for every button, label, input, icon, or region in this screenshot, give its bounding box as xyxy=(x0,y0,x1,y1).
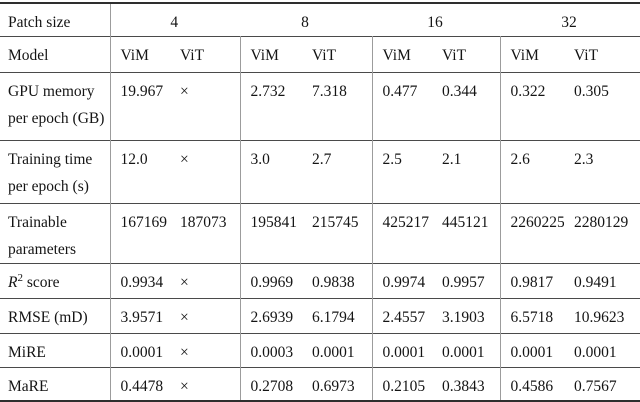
table-cell: 6.5718 xyxy=(499,298,564,334)
table-cell: 0.4586 xyxy=(499,367,564,401)
table-cell: 0.344 xyxy=(442,83,477,100)
model-header-row: Model ViM ViT ViM ViT ViM ViT ViM ViT xyxy=(0,36,640,73)
table-cell: 0.477 xyxy=(371,72,432,141)
table-cell: 2.4557 xyxy=(371,298,432,334)
model-label: Model xyxy=(8,47,49,64)
model-name: ViM xyxy=(371,36,432,73)
patch-size-value: 4 xyxy=(109,3,240,37)
r2-score-row: R2 score 0.9934 × 0.9969 0.9838 0.9974 0… xyxy=(0,263,640,299)
table-cell: 425217 xyxy=(371,203,432,264)
table-cell: 0.0001 xyxy=(109,333,170,368)
table-cell: × xyxy=(180,151,189,168)
table-cell: 0.305 xyxy=(574,83,609,100)
table-cell: × xyxy=(180,274,189,291)
table-cell: 0.9974 xyxy=(371,263,432,299)
table-cell: 0.6973 xyxy=(312,378,355,395)
table-cell: 2.6939 xyxy=(239,298,302,334)
trainable-parameters-row-label: Trainable parameters xyxy=(8,214,76,258)
table-cell: × xyxy=(180,378,189,395)
table-cell: 0.2708 xyxy=(239,367,302,401)
patch-size-value: 8 xyxy=(301,14,309,31)
table-cell: 19.967 xyxy=(109,72,170,141)
table-cell: 3.0 xyxy=(239,140,302,204)
r2-label-rest: score xyxy=(22,274,60,291)
table-cell: 2.7 xyxy=(312,151,332,168)
table-cell: 0.9817 xyxy=(499,263,564,299)
table-cell: 3.9571 xyxy=(109,298,170,334)
rmse-row: RMSE (mD) 3.9571 × 2.6939 6.1794 2.4557 … xyxy=(0,298,640,334)
model-name: ViT xyxy=(180,47,205,64)
mire-row-label: MiRE xyxy=(8,344,46,361)
table-cell: 0.9957 xyxy=(442,274,485,291)
table-cell: 2.1 xyxy=(442,151,462,168)
mire-row: MiRE 0.0001 × 0.0003 0.0001 0.0001 0.000… xyxy=(0,333,640,368)
table-cell: 3.1903 xyxy=(442,309,485,326)
table-cell: 445121 xyxy=(442,214,489,231)
training-time-row: Training time per epoch (s) 12.0 × 3.0 2… xyxy=(0,140,640,204)
mare-row: MaRE 0.4478 × 0.2708 0.6973 0.2105 0.384… xyxy=(0,367,640,401)
table-cell: 187073 xyxy=(180,214,227,231)
table-cell: 2.732 xyxy=(239,72,302,141)
table-cell: 0.4478 xyxy=(109,367,170,401)
table-cell: 12.0 xyxy=(109,140,170,204)
rmse-row-label: RMSE (mD) xyxy=(8,309,88,326)
trainable-parameters-row: Trainable parameters 167169 187073 19584… xyxy=(0,203,640,264)
r2-symbol: R xyxy=(8,274,18,291)
gpu-memory-row: GPU memory per epoch (GB) 19.967 × 2.732… xyxy=(0,72,640,141)
patch-size-row: Patch size 4 8 16 32 xyxy=(0,3,640,37)
table-cell: 2.3 xyxy=(574,151,594,168)
r2-score-row-label: R2 score xyxy=(0,264,110,299)
mare-row-label: MaRE xyxy=(8,378,49,395)
model-name: ViT xyxy=(442,47,467,64)
r2-superscript: 2 xyxy=(17,271,23,284)
table-cell: 2260225 xyxy=(499,203,564,264)
table-cell: 0.3843 xyxy=(442,378,485,395)
table-cell: 2.5 xyxy=(371,140,432,204)
gpu-memory-row-label: GPU memory per epoch (GB) xyxy=(8,83,105,127)
training-time-row-label: Training time per epoch (s) xyxy=(8,151,93,195)
model-name: ViT xyxy=(574,47,599,64)
table-cell: 195841 xyxy=(239,203,302,264)
patch-size-value: 16 xyxy=(427,14,443,31)
table-cell: 7.318 xyxy=(312,83,347,100)
table-cell: 0.322 xyxy=(499,72,564,141)
table-cell: 0.0001 xyxy=(442,344,485,361)
table-cell: 0.9838 xyxy=(312,274,355,291)
table-cell: × xyxy=(180,344,189,361)
model-name: ViM xyxy=(239,36,302,73)
table-cell: 0.9491 xyxy=(574,274,617,291)
model-name: ViM xyxy=(499,36,564,73)
table-cell: 0.0003 xyxy=(239,333,302,368)
table-cell: 2280129 xyxy=(574,214,629,231)
table-cell: × xyxy=(180,309,189,326)
table-cell: 6.1794 xyxy=(312,309,355,326)
patch-size-value: 32 xyxy=(561,14,577,31)
patch-size-label: Patch size xyxy=(8,14,71,31)
table-cell: 0.0001 xyxy=(312,344,355,361)
table-cell: 0.9934 xyxy=(109,263,170,299)
table-cell: 0.0001 xyxy=(574,344,617,361)
table-cell: 0.0001 xyxy=(371,333,432,368)
table-cell: × xyxy=(180,83,189,100)
table-cell: 0.2105 xyxy=(371,367,432,401)
table-cell: 2.6 xyxy=(499,140,564,204)
table-cell: 167169 xyxy=(109,203,170,264)
model-name: ViM xyxy=(109,36,170,73)
table-cell: 0.9969 xyxy=(239,263,302,299)
table-cell: 0.0001 xyxy=(499,333,564,368)
table-cell: 10.9623 xyxy=(574,309,625,326)
model-name: ViT xyxy=(312,47,337,64)
table-cell: 215745 xyxy=(312,214,359,231)
table-cell: 0.7567 xyxy=(574,378,617,395)
